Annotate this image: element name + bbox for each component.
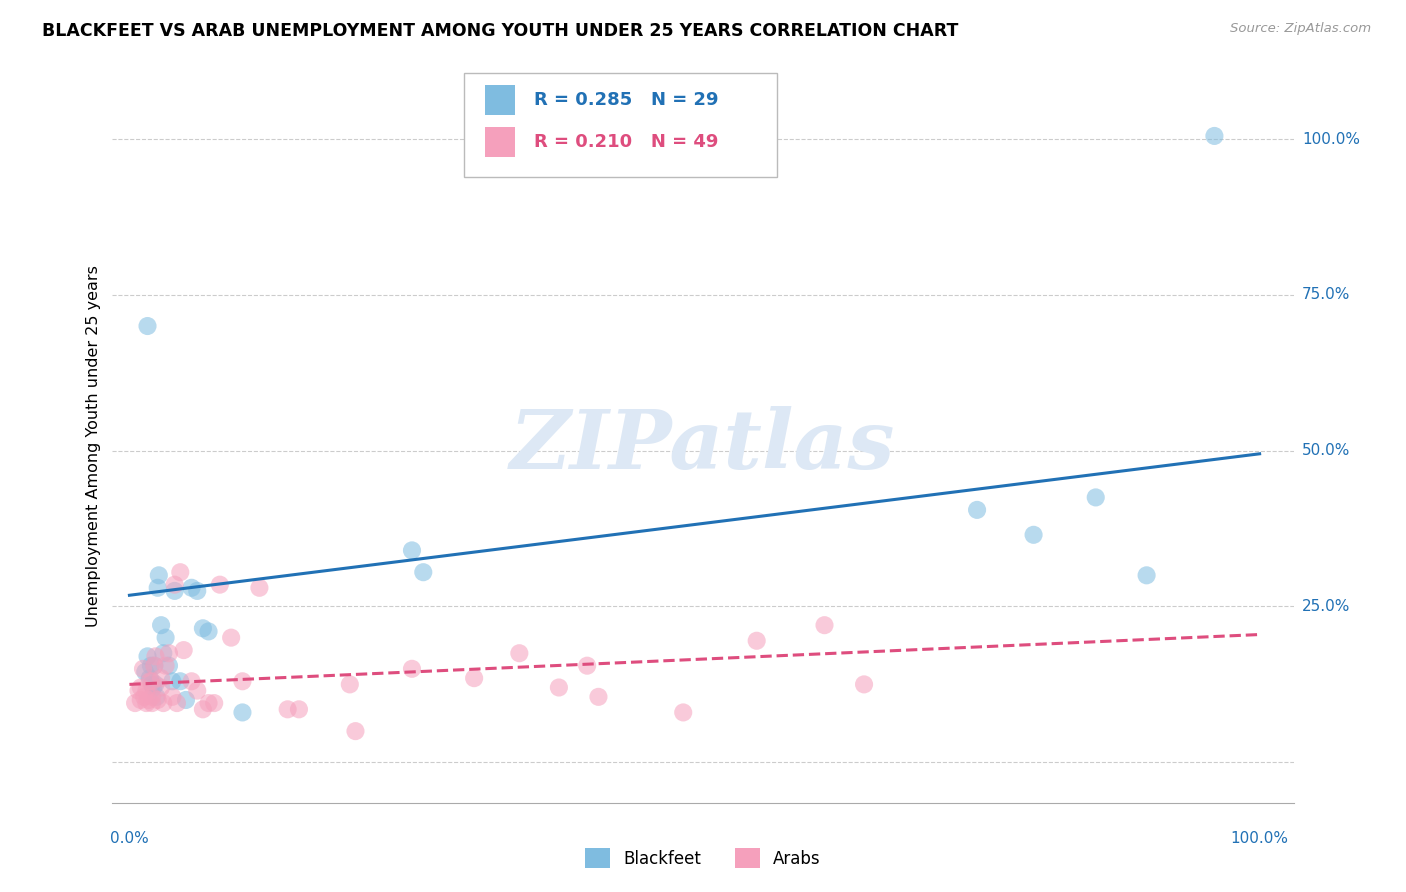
- Point: [145, 677, 167, 691]
- Point: [146, 581, 169, 595]
- Text: 25.0%: 25.0%: [1302, 599, 1350, 614]
- Point: [231, 674, 253, 689]
- Point: [129, 693, 152, 707]
- Point: [208, 577, 231, 591]
- Point: [135, 696, 157, 710]
- Text: 100.0%: 100.0%: [1302, 131, 1360, 146]
- Text: Source: ZipAtlas.com: Source: ZipAtlas.com: [1230, 22, 1371, 36]
- Point: [139, 671, 162, 685]
- Point: [142, 681, 165, 695]
- Point: [139, 674, 162, 689]
- Point: [1084, 491, 1107, 505]
- Point: [401, 543, 423, 558]
- Point: [146, 693, 169, 707]
- Point: [174, 693, 197, 707]
- Text: BLACKFEET VS ARAB UNEMPLOYMENT AMONG YOUTH UNDER 25 YEARS CORRELATION CHART: BLACKFEET VS ARAB UNEMPLOYMENT AMONG YOU…: [42, 22, 959, 40]
- Text: R = 0.285   N = 29: R = 0.285 N = 29: [534, 91, 718, 109]
- Point: [197, 696, 219, 710]
- Point: [186, 683, 208, 698]
- Point: [186, 583, 208, 598]
- Text: 75.0%: 75.0%: [1302, 287, 1350, 302]
- Point: [152, 696, 174, 710]
- Point: [138, 693, 160, 707]
- Point: [132, 662, 155, 676]
- Point: [463, 671, 485, 685]
- Point: [588, 690, 610, 704]
- Point: [141, 696, 163, 710]
- Point: [162, 674, 184, 689]
- Text: 0.0%: 0.0%: [110, 830, 149, 846]
- Point: [169, 565, 191, 579]
- Point: [231, 706, 253, 720]
- Point: [166, 696, 188, 710]
- Point: [141, 677, 163, 691]
- Point: [143, 658, 166, 673]
- Point: [277, 702, 299, 716]
- Point: [141, 674, 163, 689]
- Point: [155, 658, 177, 673]
- Text: ZIPatlas: ZIPatlas: [510, 406, 896, 486]
- Point: [141, 690, 163, 704]
- Point: [150, 681, 173, 695]
- Point: [745, 633, 768, 648]
- Point: [157, 658, 180, 673]
- Point: [145, 649, 167, 664]
- Point: [966, 503, 988, 517]
- Point: [576, 658, 599, 673]
- Point: [813, 618, 835, 632]
- Point: [163, 583, 186, 598]
- Point: [412, 565, 434, 579]
- Point: [127, 683, 149, 698]
- Y-axis label: Unemployment Among Youth under 25 years: Unemployment Among Youth under 25 years: [86, 265, 101, 627]
- Point: [191, 702, 214, 716]
- Point: [339, 677, 361, 691]
- Point: [219, 631, 242, 645]
- Point: [344, 724, 367, 739]
- Point: [150, 671, 173, 685]
- Point: [672, 706, 695, 720]
- Point: [162, 690, 184, 704]
- Point: [136, 649, 159, 664]
- Point: [148, 568, 170, 582]
- Point: [150, 618, 173, 632]
- Point: [1022, 528, 1045, 542]
- Point: [129, 681, 152, 695]
- Point: [163, 577, 186, 591]
- Point: [134, 665, 156, 679]
- Point: [508, 646, 530, 660]
- Point: [124, 696, 146, 710]
- Point: [180, 581, 202, 595]
- Point: [157, 646, 180, 660]
- Legend: Blackfeet, Arabs: Blackfeet, Arabs: [576, 839, 830, 877]
- Point: [247, 581, 270, 595]
- Point: [169, 674, 191, 689]
- Point: [1204, 128, 1226, 143]
- Point: [401, 662, 423, 676]
- Text: R = 0.210   N = 49: R = 0.210 N = 49: [534, 133, 718, 151]
- Point: [288, 702, 311, 716]
- Text: 100.0%: 100.0%: [1230, 830, 1289, 846]
- Text: 50.0%: 50.0%: [1302, 443, 1350, 458]
- Point: [197, 624, 219, 639]
- Point: [180, 674, 202, 689]
- Point: [152, 646, 174, 660]
- Point: [134, 690, 156, 704]
- Point: [136, 319, 159, 334]
- Point: [202, 696, 225, 710]
- Point: [173, 643, 195, 657]
- Point: [548, 681, 571, 695]
- Point: [143, 658, 166, 673]
- Point: [135, 683, 157, 698]
- Point: [139, 658, 162, 673]
- Point: [191, 621, 214, 635]
- Point: [155, 631, 177, 645]
- Point: [1136, 568, 1159, 582]
- Point: [853, 677, 876, 691]
- Point: [145, 690, 167, 704]
